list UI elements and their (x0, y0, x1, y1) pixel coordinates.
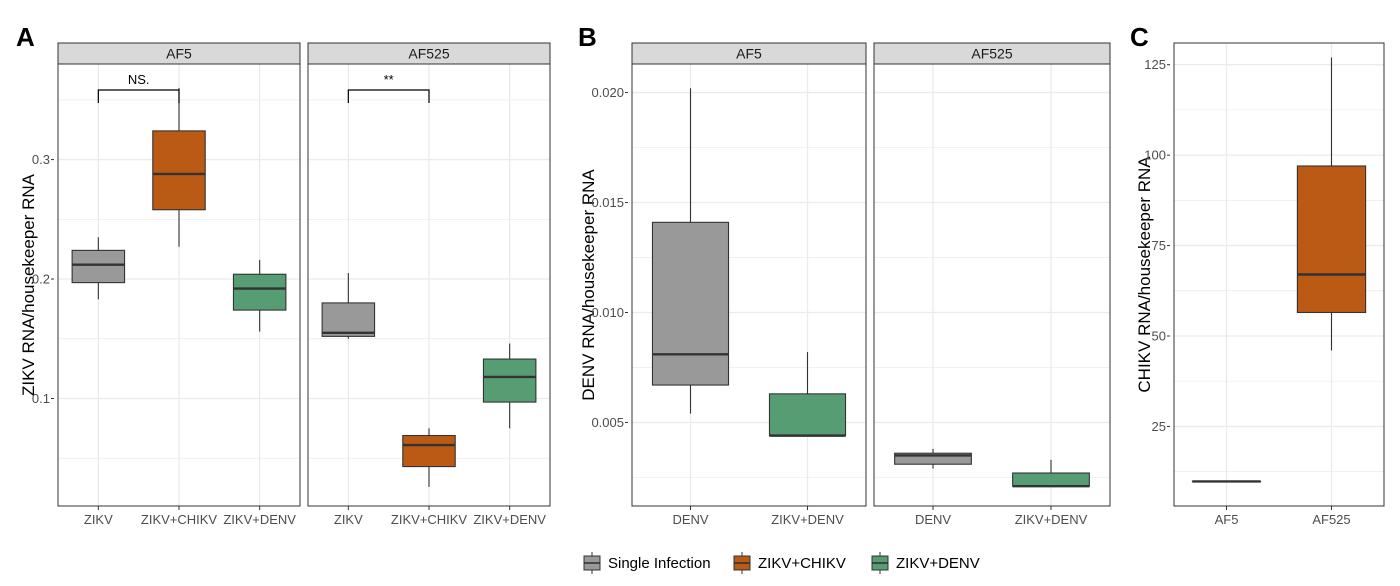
box-body (894, 452, 972, 465)
box-zikv-chikv (152, 87, 206, 247)
y-tick-label: 0.005 (591, 415, 624, 430)
plot-frame (631, 63, 867, 507)
y-axis-title: ZIKV RNA/housekeeper RNA (19, 173, 38, 396)
box-body (1296, 165, 1367, 314)
facet-af525: AF525 DENV ZIKV+DENV (873, 42, 1111, 527)
box-body (1012, 472, 1090, 487)
legend-item: Single Infection (583, 552, 711, 574)
y-tick-label: 0.015 (591, 195, 624, 210)
y-tick-label: 100 (1144, 148, 1166, 163)
box-body (232, 273, 287, 311)
plot-background (874, 64, 1110, 506)
x-tick-label: ZIKV+DENV (223, 512, 296, 527)
significance-label: NS. (128, 72, 150, 87)
box-body (482, 358, 537, 403)
y-tick-label: 0.3 (32, 152, 50, 167)
facet-strip-label: AF525 (971, 46, 1012, 62)
x-tick-label: AF5 (1215, 512, 1239, 527)
x-tick-label: AF525 (1312, 512, 1350, 527)
legend: Single Infection ZIKV+CHIKV ZIKV+DENV (583, 552, 980, 574)
y-tick-label: 75 (1152, 238, 1166, 253)
panel-letter: A (16, 22, 35, 52)
legend-label: Single Infection (608, 555, 711, 572)
box-zikv-chikv (402, 428, 456, 487)
facet-strip-label: AF5 (736, 46, 762, 62)
box-body (321, 302, 376, 337)
y-tick-label: 125 (1144, 57, 1166, 72)
y-tick-label: 0.1 (32, 391, 50, 406)
box-body (768, 393, 847, 437)
y-tick-label: 0.2 (32, 272, 50, 287)
legend-label: ZIKV+CHIKV (758, 555, 846, 572)
x-tick-label: ZIKV+DENV (771, 512, 844, 527)
box-zikv (321, 273, 376, 339)
facet-af525: AF525 ** ZIKV ZIKV+CHIKV ZIKV+DENV (307, 42, 551, 527)
legend-item: ZIKV+DENV (871, 552, 980, 574)
x-tick-label: ZIKV (84, 512, 113, 527)
facet-strip-label: AF525 (408, 46, 449, 62)
y-tick-label: 0.010 (591, 305, 624, 320)
significance-bracket (97, 89, 180, 103)
x-tick-label: ZIKV+CHIKV (141, 512, 218, 527)
x-tick-label: DENV (915, 512, 951, 527)
panel-c: C CHIKV RNA/housekeeper RNA 25 50 75 100 125 AF… (1130, 22, 1385, 527)
box-zikv-denv (1012, 459, 1090, 488)
plot-frame (873, 63, 1111, 507)
box-body (71, 249, 126, 284)
facet-af5: AF5 DENV ZIKV+DENV (631, 42, 867, 527)
facet-main: AF5 AF525 (1173, 42, 1385, 527)
box-body (651, 221, 730, 386)
panel-letter: C (1130, 22, 1149, 52)
x-tick-label: ZIKV+DENV (1015, 512, 1088, 527)
x-tick-label: ZIKV+DENV (473, 512, 546, 527)
legend-item: ZIKV+CHIKV (733, 552, 846, 574)
x-tick-label: DENV (672, 512, 708, 527)
box-body (152, 130, 206, 211)
significance-label: ** (384, 72, 394, 87)
box-zikv-denv (768, 352, 847, 437)
x-tick-label: ZIKV+CHIKV (391, 512, 468, 527)
panel-letter: B (578, 22, 597, 52)
y-tick-label: 25 (1152, 419, 1166, 434)
box-af525 (1296, 57, 1367, 351)
plot-frame (1173, 42, 1385, 507)
box-zikv-denv (232, 259, 287, 332)
box-zikv-denv (482, 343, 537, 429)
facet-af5: AF5 NS. ZIKV ZIKV+CHIKV ZIKV+DENV (57, 42, 301, 527)
facet-strip-label: AF5 (166, 46, 192, 62)
y-tick-label: 50 (1152, 328, 1166, 343)
box-denv (651, 88, 730, 414)
significance-bracket (347, 89, 430, 103)
y-axis-title: CHIKV RNA/housekeeper RNA (1135, 156, 1154, 393)
box-denv (894, 448, 972, 469)
box-body (402, 434, 456, 468)
panel-b: B DENV RNA/housekeeper RNA 0.005 0.010 0.015… (578, 22, 1111, 527)
x-tick-label: ZIKV (334, 512, 363, 527)
y-axis-title: DENV RNA/housekeeper RNA (579, 169, 598, 401)
legend-label: ZIKV+DENV (896, 555, 980, 572)
box-zikv (71, 237, 126, 300)
y-tick-label: 0.020 (591, 85, 624, 100)
